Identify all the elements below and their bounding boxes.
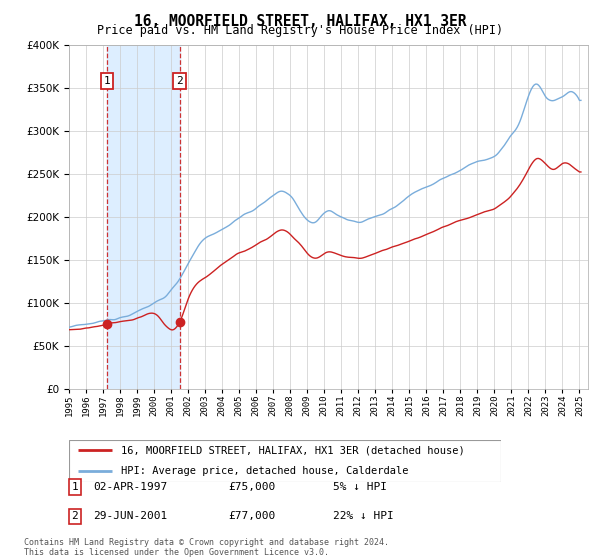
Text: 5% ↓ HPI: 5% ↓ HPI [333, 482, 387, 492]
Text: £75,000: £75,000 [228, 482, 275, 492]
Text: 22% ↓ HPI: 22% ↓ HPI [333, 511, 394, 521]
Text: 16, MOORFIELD STREET, HALIFAX, HX1 3ER (detached house): 16, MOORFIELD STREET, HALIFAX, HX1 3ER (… [121, 445, 464, 455]
Text: Price paid vs. HM Land Registry's House Price Index (HPI): Price paid vs. HM Land Registry's House … [97, 24, 503, 37]
Text: 1: 1 [71, 482, 79, 492]
Text: 2: 2 [176, 76, 183, 86]
Text: £77,000: £77,000 [228, 511, 275, 521]
Text: 2: 2 [71, 511, 79, 521]
Text: 1: 1 [104, 76, 110, 86]
Text: 02-APR-1997: 02-APR-1997 [93, 482, 167, 492]
Bar [107, 45, 179, 389]
Text: Contains HM Land Registry data © Crown copyright and database right 2024.
This d: Contains HM Land Registry data © Crown c… [24, 538, 389, 557]
Text: 29-JUN-2001: 29-JUN-2001 [93, 511, 167, 521]
Text: 16, MOORFIELD STREET, HALIFAX, HX1 3ER: 16, MOORFIELD STREET, HALIFAX, HX1 3ER [134, 14, 466, 29]
Text: HPI: Average price, detached house, Calderdale: HPI: Average price, detached house, Cald… [121, 466, 409, 476]
